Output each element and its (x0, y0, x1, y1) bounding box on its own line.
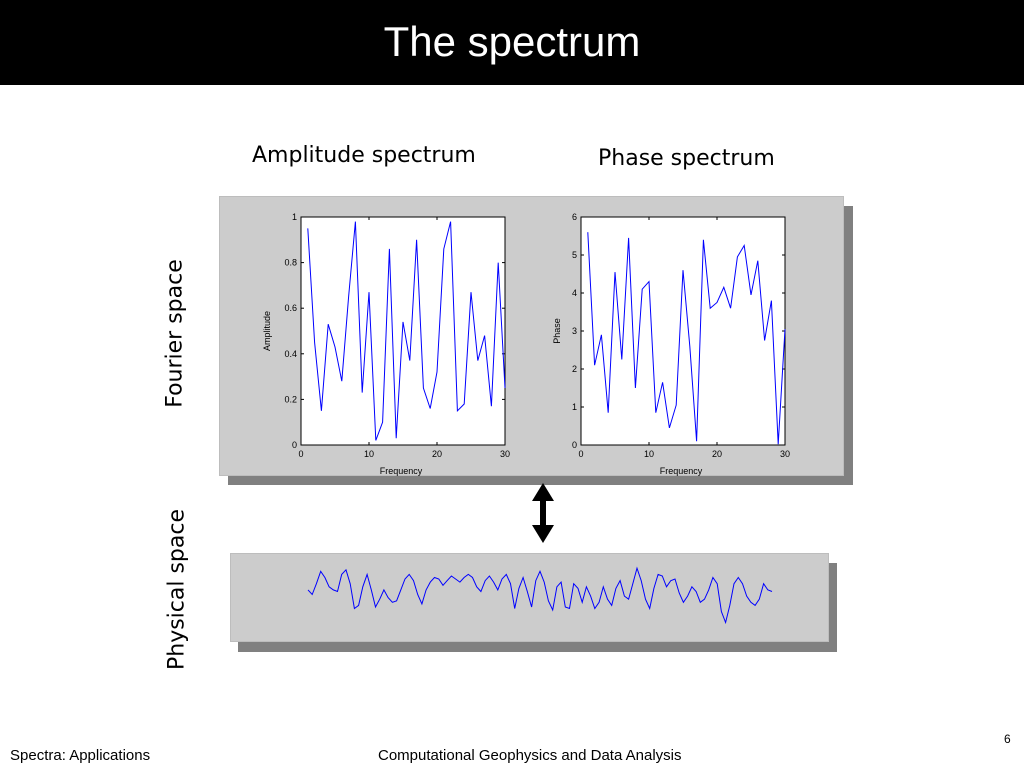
x-tick-label: 30 (780, 449, 790, 459)
x-tick-label: 0 (578, 449, 583, 459)
phase-series-line (587, 232, 786, 445)
y-tick-label: 4 (572, 288, 577, 298)
footer-center: Computational Geophysics and Data Analys… (378, 747, 682, 764)
phase-chart: 0 10 20 30 0 1 2 3 4 5 6 Frequency Phase (552, 212, 790, 476)
y-tick-label: 0 (572, 440, 577, 450)
footer-left: Spectra: Applications (10, 747, 151, 764)
phase-xlabel: Frequency (660, 466, 703, 476)
phase-plot-area (580, 216, 786, 446)
amplitude-xlabel: Frequency (380, 466, 423, 476)
y-tick-label: 6 (572, 212, 577, 222)
title-bar: The spectrum (0, 0, 1024, 85)
phase-ylabel: Phase (552, 318, 562, 344)
y-tick-label: 1 (292, 212, 297, 222)
slide-title: The spectrum (383, 18, 641, 65)
y-tick-label: 3 (572, 326, 577, 336)
y-tick-label: 0.4 (284, 349, 297, 359)
y-tick-label: 0.2 (284, 394, 297, 404)
phase-spectrum-heading: Phase spectrum (598, 146, 775, 171)
amplitude-spectrum-heading: Amplitude spectrum (252, 143, 476, 168)
amplitude-chart: 0 10 20 30 0 0.2 0.4 0.6 0.8 1 Frequency Amplitud… (262, 212, 510, 476)
amplitude-ylabel: Amplitude (262, 311, 272, 351)
x-tick-label: 30 (500, 449, 510, 459)
y-tick-label: 1 (572, 402, 577, 412)
y-tick-label: 0.8 (284, 258, 297, 268)
y-tick-label: 0.6 (284, 303, 297, 313)
y-tick-label: 0 (292, 440, 297, 450)
amplitude-series-line (307, 221, 506, 441)
physical-panel (230, 553, 829, 642)
double-arrow-icon (532, 483, 554, 543)
physical-signal-line (307, 566, 773, 625)
x-tick-label: 20 (432, 449, 442, 459)
x-tick-label: 20 (712, 449, 722, 459)
x-tick-label: 0 (298, 449, 303, 459)
page-number: 6 (1004, 732, 1011, 746)
y-tick-label: 5 (572, 250, 577, 260)
x-tick-label: 10 (364, 449, 374, 459)
y-tick-label: 2 (572, 364, 577, 374)
x-tick-label: 10 (644, 449, 654, 459)
amplitude-plot-area (300, 216, 506, 446)
